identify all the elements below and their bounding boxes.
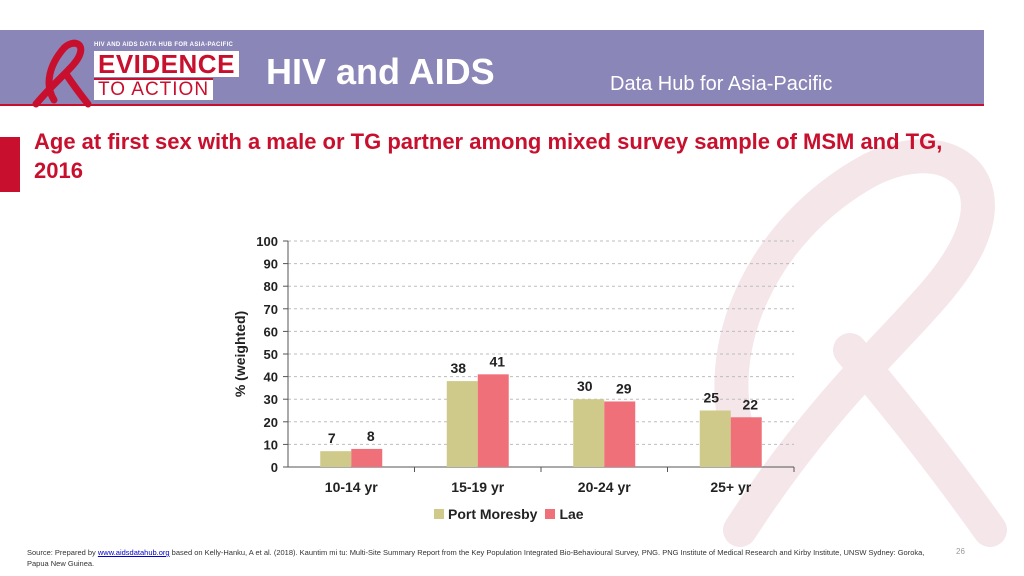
- y-tick-label: 90: [264, 257, 278, 272]
- y-tick-label: 20: [264, 415, 278, 430]
- x-tick-label: 10-14 yr: [325, 479, 378, 495]
- bar-port-moresby: [320, 451, 352, 467]
- data-label: 7: [328, 430, 336, 446]
- x-tick-label: 20-24 yr: [578, 479, 631, 495]
- y-tick-label: 70: [264, 302, 278, 317]
- evidence-to-action-logo: HIV AND AIDS DATA HUB FOR ASIA-PACIFIC E…: [14, 34, 240, 108]
- legend-label-lae: Lae: [559, 506, 584, 522]
- page-number: 26: [956, 547, 965, 556]
- logo-sub-text: TO ACTION: [94, 78, 214, 100]
- legend-item-lae: Lae: [545, 506, 584, 522]
- logo-tagline: HIV AND AIDS DATA HUB FOR ASIA-PACIFIC: [94, 42, 234, 48]
- data-label: 8: [367, 428, 375, 444]
- y-tick-label: 10: [264, 437, 278, 452]
- x-tick-label: 15-19 yr: [451, 479, 504, 495]
- source-prefix: Source: Prepared by: [27, 548, 98, 557]
- bar-chart: 0 10 20 30 40 50 60 70 80 90 100 % (weighted) 10-14 …: [232, 234, 795, 495]
- data-label: 29: [616, 380, 632, 396]
- source-rest: based on Kelly-Hanku, A et al. (2018). K…: [27, 548, 925, 568]
- slide-title: Age at first sex with a male or TG partn…: [34, 129, 943, 183]
- bar-port-moresby: [446, 381, 478, 467]
- y-tick-label: 0: [271, 460, 278, 475]
- data-label: 25: [703, 390, 719, 406]
- y-tick-label: 80: [264, 279, 278, 294]
- data-label: 22: [742, 396, 758, 412]
- title-accent-bar: [0, 137, 20, 192]
- bar-port-moresby: [573, 399, 605, 467]
- data-label: 38: [450, 360, 466, 376]
- bar-lae: [604, 401, 636, 467]
- header-banner: HIV AND AIDS DATA HUB FOR ASIA-PACIFIC E…: [0, 30, 984, 108]
- source-note: Source: Prepared by www.aidsdatahub.org …: [27, 547, 947, 569]
- y-tick-label: 100: [256, 234, 278, 249]
- data-label: 41: [489, 353, 505, 369]
- y-tick-label: 50: [264, 347, 278, 362]
- bar-lae: [730, 417, 762, 467]
- header-subtitle: Data Hub for Asia-Pacific: [610, 73, 833, 95]
- bar-port-moresby: [699, 410, 731, 467]
- header-title: HIV and AIDS: [266, 51, 495, 92]
- legend-item-port-moresby: Port Moresby: [434, 506, 537, 522]
- legend-label-port-moresby: Port Moresby: [448, 506, 538, 522]
- source-link[interactable]: www.aidsdatahub.org: [97, 548, 170, 557]
- bar-lae: [351, 448, 383, 467]
- data-label: 30: [577, 378, 593, 394]
- y-axis-label: % (weighted): [232, 311, 248, 397]
- top-strip: [0, 0, 1024, 30]
- logo-main-text: EVIDENCE: [94, 51, 239, 77]
- chart-legend: Port Moresby Lae: [434, 505, 592, 523]
- y-tick-label: 60: [264, 324, 278, 339]
- red-ribbon-icon: [32, 39, 92, 108]
- legend-swatch-lae: [545, 509, 556, 519]
- legend-swatch-port-moresby: [434, 509, 444, 519]
- bar-lae: [477, 374, 509, 467]
- x-tick-label: 25+ yr: [710, 479, 751, 495]
- ribbon-watermark-icon: [714, 139, 1007, 547]
- y-tick-label: 30: [264, 392, 278, 407]
- y-tick-label: 40: [264, 370, 278, 385]
